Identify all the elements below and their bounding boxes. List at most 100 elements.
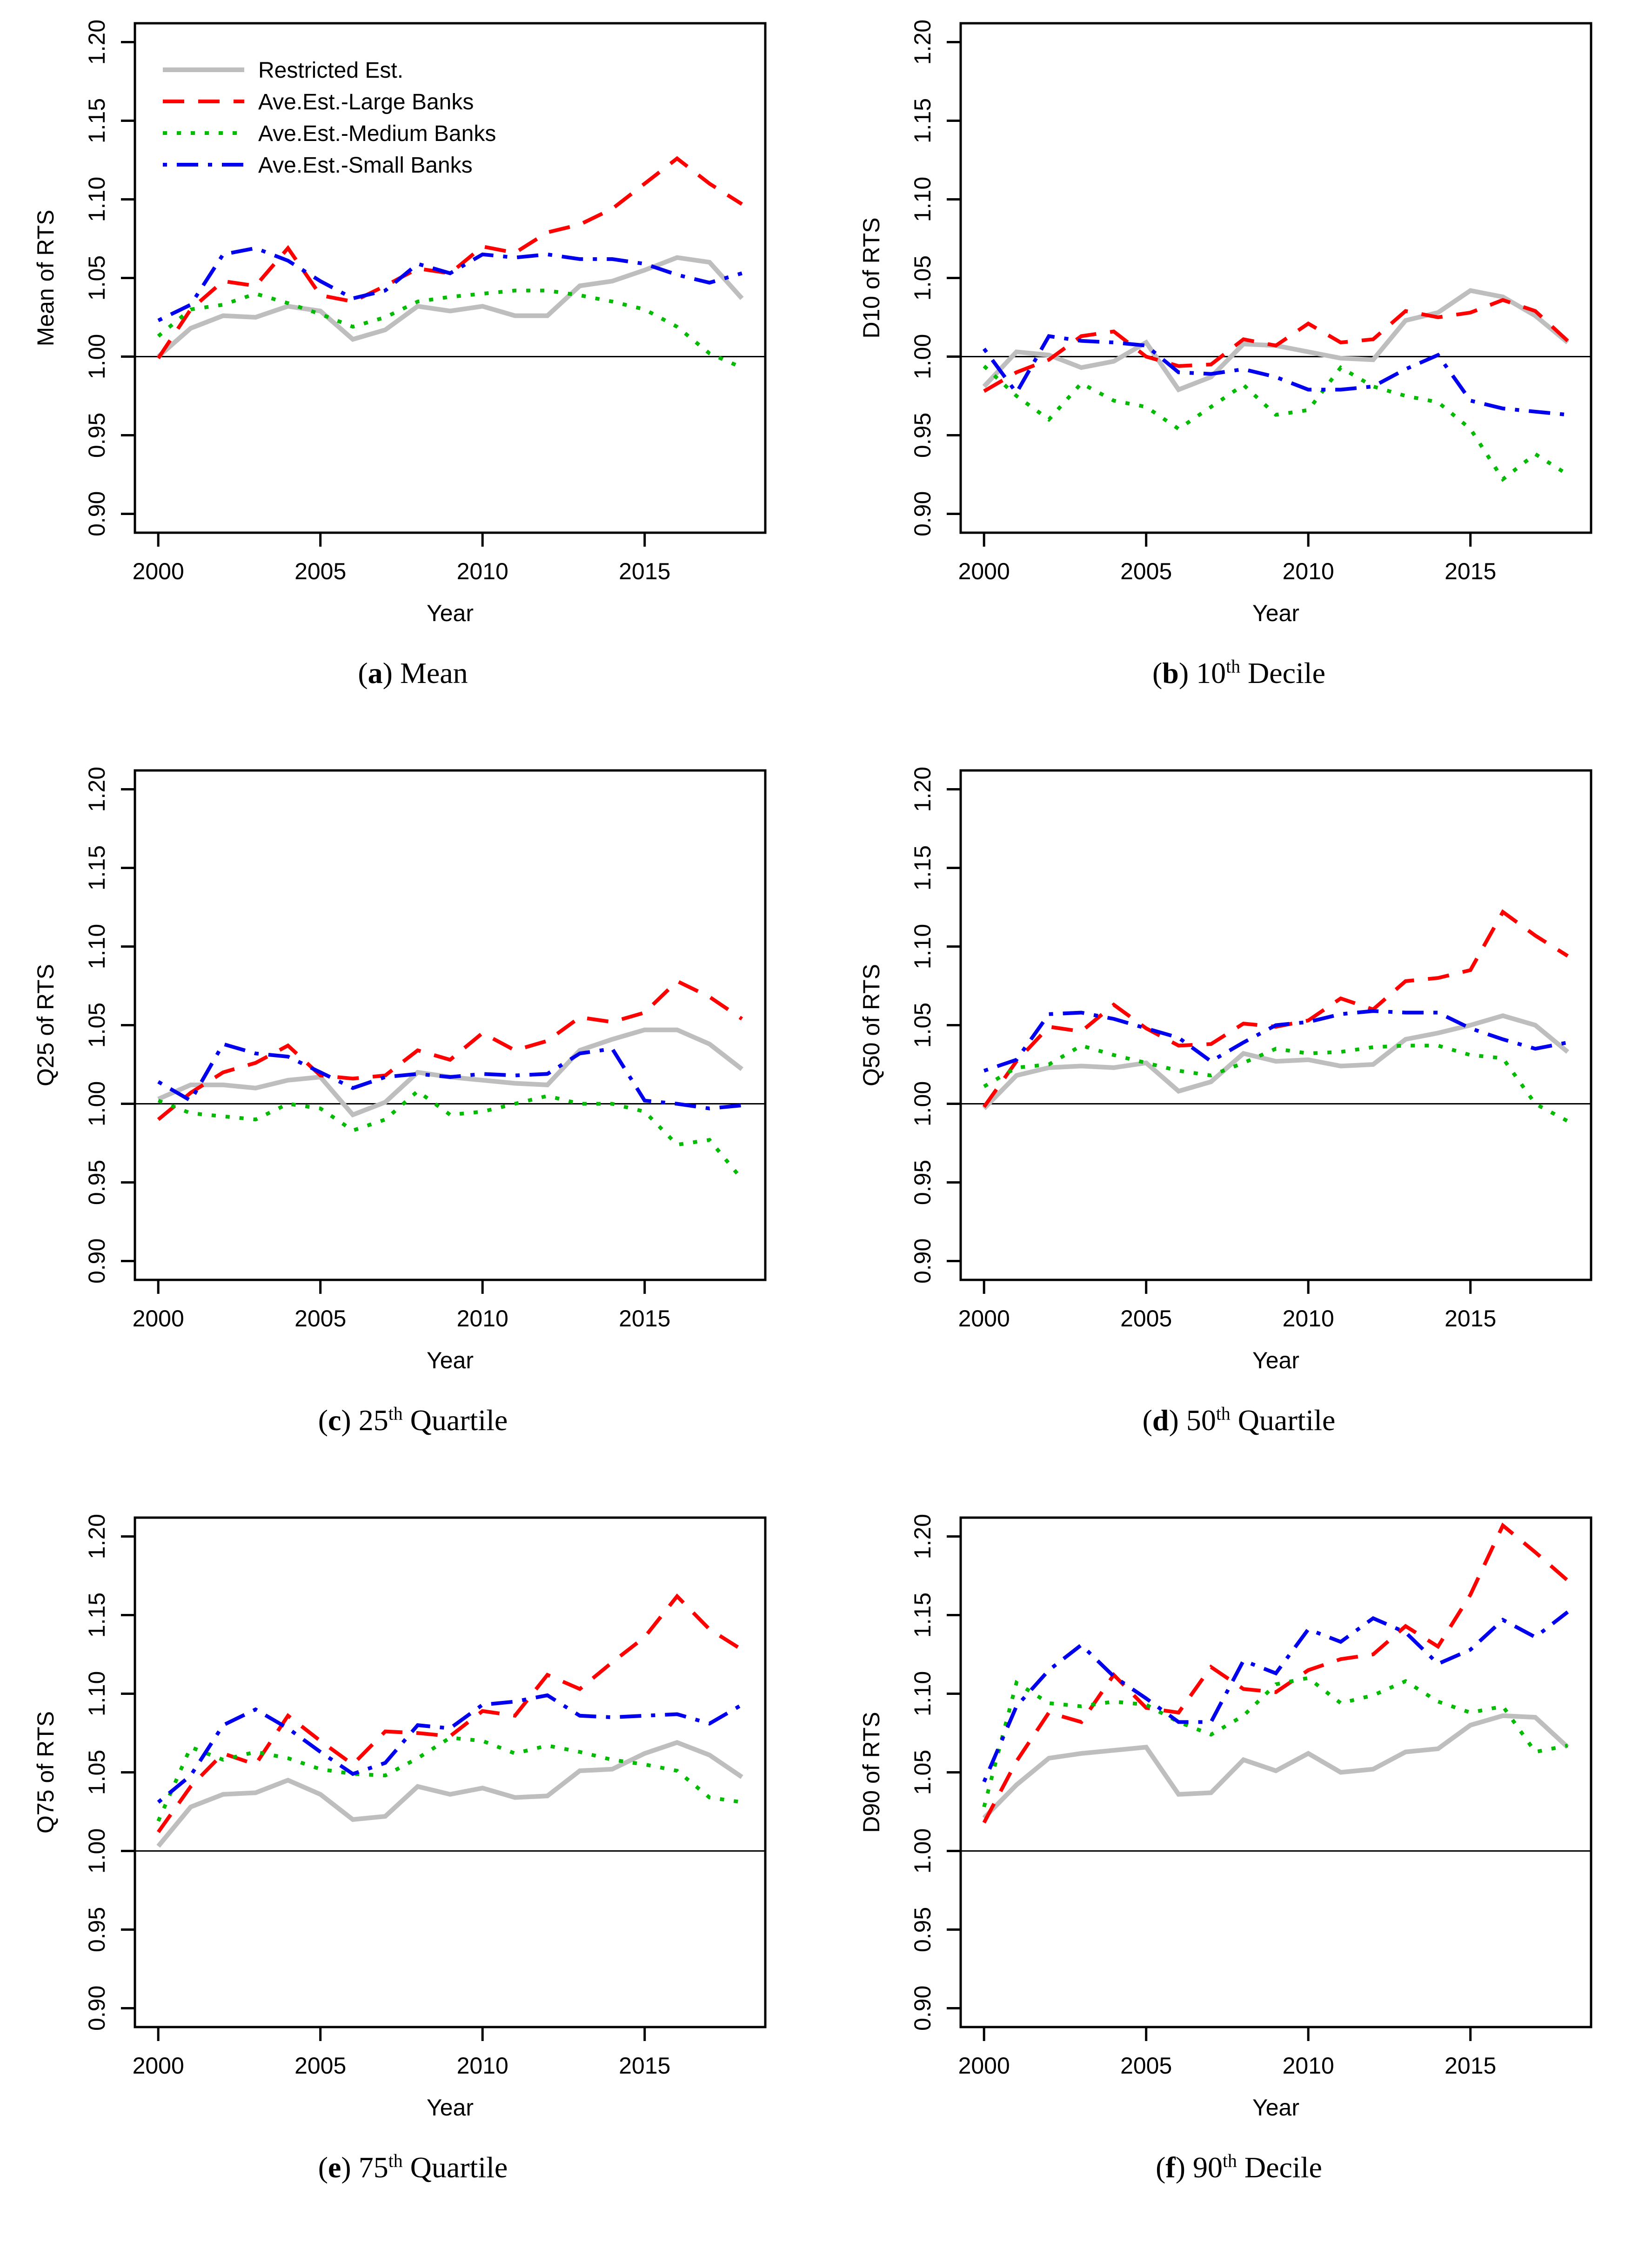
caption-text: Decile [1248, 656, 1326, 689]
legend-label: Ave.Est.-Medium Banks [258, 121, 496, 146]
panel-b: 2000 2005 2010 2015 0.90 0.95 1.00 1.05 1.10 1.15… [826, 0, 1652, 747]
x-tick-label: 2015 [1445, 2053, 1496, 2079]
caption-letter: b [1162, 656, 1179, 689]
y-tick-label: 1.20 [910, 1514, 936, 1559]
caption-number: 25 [358, 1404, 388, 1437]
x-tick-label: 2015 [1445, 558, 1496, 584]
y-tick-label: 1.10 [910, 177, 936, 222]
caption-ordinal-suffix: th [1223, 2150, 1237, 2171]
x-axis-title: Year [1252, 2095, 1299, 2118]
y-tick-label: 1.00 [910, 1828, 936, 1874]
y-tick-label: 0.95 [84, 1907, 110, 1952]
panel-f-caption: (f) 90th Decile [826, 2118, 1652, 2185]
y-tick-label: 1.10 [910, 1671, 936, 1716]
y-tick-label: 0.95 [910, 1907, 936, 1952]
x-axis-title: Year [1252, 1347, 1299, 1371]
caption-letter: f [1165, 2151, 1176, 2184]
x-tick-label: 2010 [1283, 2053, 1334, 2079]
panel-e-caption: (e) 75th Quartile [0, 2118, 826, 2185]
y-axis-title: Q75 of RTS [33, 1711, 59, 1834]
y-tick-label: 1.20 [84, 20, 110, 65]
y-axis-title: Mean of RTS [33, 210, 59, 347]
y-tick-label: 1.00 [910, 334, 936, 379]
y-tick-label: 0.95 [84, 1160, 110, 1205]
y-tick-label: 0.90 [84, 491, 110, 536]
series-line-ave-est-small-banks [157, 1042, 742, 1111]
series-line-ave-est-medium-banks [983, 364, 1569, 482]
x-tick-label: 2000 [133, 1305, 184, 1332]
y-axis-title: D10 of RTS [858, 217, 884, 338]
caption-ordinal-suffix: th [388, 1403, 403, 1424]
panel-c-chart: 2000 2005 2010 2015 0.90 0.95 1.00 1.05 1.10 1.15… [33, 767, 767, 1371]
x-tick-label: 2010 [457, 1305, 508, 1332]
caption-number: 50 [1186, 1404, 1216, 1437]
y-tick-label: 0.90 [910, 1238, 936, 1284]
x-tick-label: 2005 [1120, 1305, 1172, 1332]
series-line-ave-est-medium-banks [983, 1044, 1569, 1123]
caption-open-paren: ( [318, 1404, 328, 1437]
y-tick-label: 1.00 [84, 1828, 110, 1874]
y-tick-label: 1.20 [84, 1514, 110, 1559]
y-tick-label: 1.05 [84, 1003, 110, 1048]
y-tick-label: 0.95 [910, 1160, 936, 1205]
x-tick-label: 2015 [619, 558, 670, 584]
caption-ordinal-suffix: th [1226, 656, 1241, 677]
caption-text: Mean [400, 656, 468, 689]
y-tick-label: 0.90 [910, 491, 936, 536]
y-tick-label: 1.05 [84, 1750, 110, 1795]
x-axis-title: Year [427, 1347, 474, 1371]
panel-e-chart: 2000 2005 2010 2015 0.90 0.95 1.00 1.05 1.10 1.15… [33, 1514, 767, 2118]
legend-label: Restricted Est. [258, 58, 403, 83]
x-tick-label: 2005 [1120, 2053, 1172, 2079]
y-tick-label: 0.95 [84, 413, 110, 458]
x-tick-label: 2015 [619, 1305, 670, 1332]
caption-close-paren: ) [382, 656, 400, 689]
caption-close-paren: ) [1178, 656, 1197, 689]
y-tick-label: 1.15 [84, 845, 110, 890]
x-axis-title: Year [427, 600, 474, 623]
legend-label: Ave.Est.-Small Banks [258, 153, 473, 178]
legend-label: Ave.Est.-Large Banks [258, 90, 474, 114]
plot-box [959, 22, 1592, 534]
series-line-ave-est-small-banks [983, 1009, 1568, 1073]
series-line-ave-est-small-banks [982, 334, 1568, 417]
panel-d: 2000 2005 2010 2015 0.90 0.95 1.00 1.05 1.10 1.15… [826, 747, 1652, 1494]
y-tick-label: 0.90 [910, 1986, 936, 2031]
y-tick-label: 1.10 [84, 1671, 110, 1716]
y-tick-label: 1.05 [910, 255, 936, 301]
panel-b-chart: 2000 2005 2010 2015 0.90 0.95 1.00 1.05 1.10 1.15… [858, 20, 1592, 623]
y-tick-label: 1.10 [84, 924, 110, 969]
caption-text: Quartile [410, 1404, 508, 1437]
series-line-restricted-est- [157, 1027, 743, 1118]
caption-number: 90 [1193, 2151, 1223, 2184]
x-axis-title: Year [1252, 600, 1299, 623]
y-tick-label: 1.00 [84, 334, 110, 379]
x-tick-label: 2000 [958, 1305, 1010, 1332]
caption-close-paren: ) [1169, 1404, 1186, 1437]
y-tick-label: 1.00 [910, 1081, 936, 1126]
panel-d-chart: 2000 2005 2010 2015 0.90 0.95 1.00 1.05 1.10 1.15… [858, 767, 1592, 1371]
panel-e: 2000 2005 2010 2015 0.90 0.95 1.00 1.05 1.10 1.15… [0, 1494, 826, 2242]
caption-open-paren: ( [318, 2151, 328, 2184]
series-line-restricted-est- [156, 255, 744, 359]
y-axis-title: Q25 of RTS [33, 964, 59, 1086]
series-line-restricted-est- [156, 1740, 743, 1848]
series-line-ave-est-small-banks [982, 1610, 1569, 1783]
caption-text: Decile [1244, 2151, 1322, 2184]
panel-f: 2000 2005 2010 2015 0.90 0.95 1.00 1.05 1.10 1.15… [826, 1494, 1652, 2242]
y-tick-label: 1.10 [910, 924, 936, 969]
series-line-restricted-est- [982, 288, 1569, 393]
y-tick-label: 1.15 [910, 1593, 936, 1638]
caption-text: Quartile [410, 2151, 508, 2184]
panel-b-caption: (b) 10th Decile [826, 623, 1652, 690]
panel-f-chart: 2000 2005 2010 2015 0.90 0.95 1.00 1.05 1.10 1.15… [858, 1514, 1592, 2118]
caption-letter: d [1152, 1404, 1169, 1437]
y-axis-title: Q50 of RTS [858, 964, 884, 1086]
panel-a-chart: 2000 2005 2010 2015 0.90 0.95 1.00 1.05 1.10 1.15… [33, 20, 767, 623]
panel-c: 2000 2005 2010 2015 0.90 0.95 1.00 1.05 1.10 1.15… [0, 747, 826, 1494]
caption-letter: a [368, 656, 383, 689]
series-line-ave-est-medium-banks [157, 1089, 743, 1181]
caption-ordinal-suffix: th [1216, 1403, 1231, 1424]
x-tick-label: 2000 [133, 558, 184, 584]
